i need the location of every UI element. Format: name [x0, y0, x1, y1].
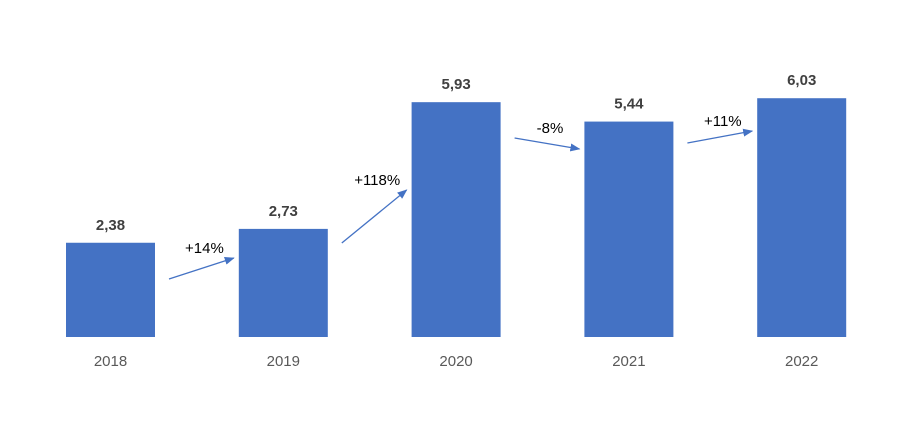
change-label: +14%	[185, 240, 224, 257]
value-label: 2,73	[269, 203, 298, 220]
bar-2018	[66, 242, 155, 337]
bar-2019	[238, 228, 328, 337]
category-label: 2020	[439, 353, 472, 370]
category-label: 2019	[267, 353, 300, 370]
change-arrow	[168, 256, 235, 280]
category-label: 2018	[94, 353, 127, 370]
bar-2020	[411, 102, 501, 337]
change-arrow	[341, 189, 408, 244]
change-label: +11%	[704, 113, 742, 130]
value-label: 2,38	[96, 217, 125, 234]
category-label: 2022	[785, 353, 818, 370]
category-label: 2021	[612, 353, 645, 370]
change-arrow	[514, 137, 581, 152]
bar-2021	[584, 121, 674, 338]
change-label: -8%	[537, 120, 564, 137]
value-label: 6,03	[787, 72, 816, 89]
change-label: +118%	[354, 172, 400, 189]
change-arrow	[687, 128, 754, 144]
bar-2022	[757, 98, 847, 337]
value-label: 5,93	[441, 76, 470, 93]
value-label: 5,44	[614, 96, 644, 113]
